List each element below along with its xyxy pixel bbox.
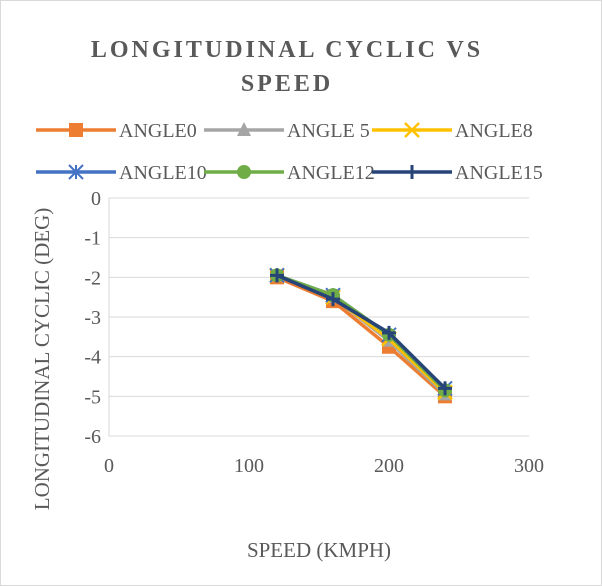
series-line [276, 273, 447, 396]
marker-plus [382, 325, 396, 340]
legend-label: ANGLE10 [119, 162, 207, 184]
legend-item: ANGLE10 [36, 162, 207, 184]
y-axis-label: LONGITUDINAL CYCLIC (DEG) [30, 208, 54, 511]
marker-plus [270, 268, 284, 283]
marker-plus [438, 381, 452, 396]
plot-area [269, 267, 453, 404]
legend-label: ANGLE 5 [287, 120, 370, 142]
marker-x [404, 122, 420, 138]
legend-item: ANGLE 5 [204, 120, 370, 142]
y-tick-label: 0 [91, 188, 101, 210]
legend: ANGLE0 ANGLE 5 ANGLE8 ANGLE10 ANGLE12 ANGLE15 [36, 120, 543, 184]
x-axis-label: SPEED (KMPH) [247, 538, 391, 562]
marker-square [69, 123, 83, 137]
legend-item: ANGLE15 [372, 162, 543, 184]
marker-circle [237, 165, 251, 179]
y-tick-label: -3 [84, 307, 101, 329]
x-tick-label: 200 [374, 455, 404, 477]
marker-plus [405, 165, 419, 179]
y-tick-label: -4 [84, 347, 101, 369]
legend-item: ANGLE8 [372, 120, 533, 142]
y-tick-label: -1 [84, 228, 101, 250]
chart-title-line-1: LONGITUDINAL CYCLIC VS [91, 37, 483, 63]
marker-triangle [237, 122, 251, 136]
series-line [276, 275, 447, 398]
legend-item: ANGLE0 [36, 120, 197, 142]
legend-item: ANGLE12 [204, 162, 375, 184]
x-tick-label: 300 [514, 455, 544, 477]
legend-label: ANGLE0 [119, 120, 197, 142]
y-axis: 0 -1 -2 -3 -4 -5 -6 [84, 188, 101, 448]
x-tick-label: 100 [234, 455, 264, 477]
legend-label: ANGLE8 [455, 120, 533, 142]
chart-title-line-2: SPEED [241, 71, 333, 97]
y-tick-label: -5 [84, 386, 101, 408]
x-axis: 0 100 200 300 [104, 455, 544, 477]
legend-label: ANGLE12 [287, 162, 375, 184]
series-line [276, 273, 447, 390]
y-tick-label: -6 [84, 426, 101, 448]
series-angle15 [270, 268, 452, 396]
series-angle0 [270, 270, 452, 404]
gridlines [108, 197, 529, 437]
x-tick-label: 0 [104, 455, 114, 477]
marker-star [68, 164, 84, 180]
legend-label: ANGLE15 [455, 162, 543, 184]
marker-plus [326, 292, 340, 307]
y-tick-label: -2 [84, 267, 101, 289]
